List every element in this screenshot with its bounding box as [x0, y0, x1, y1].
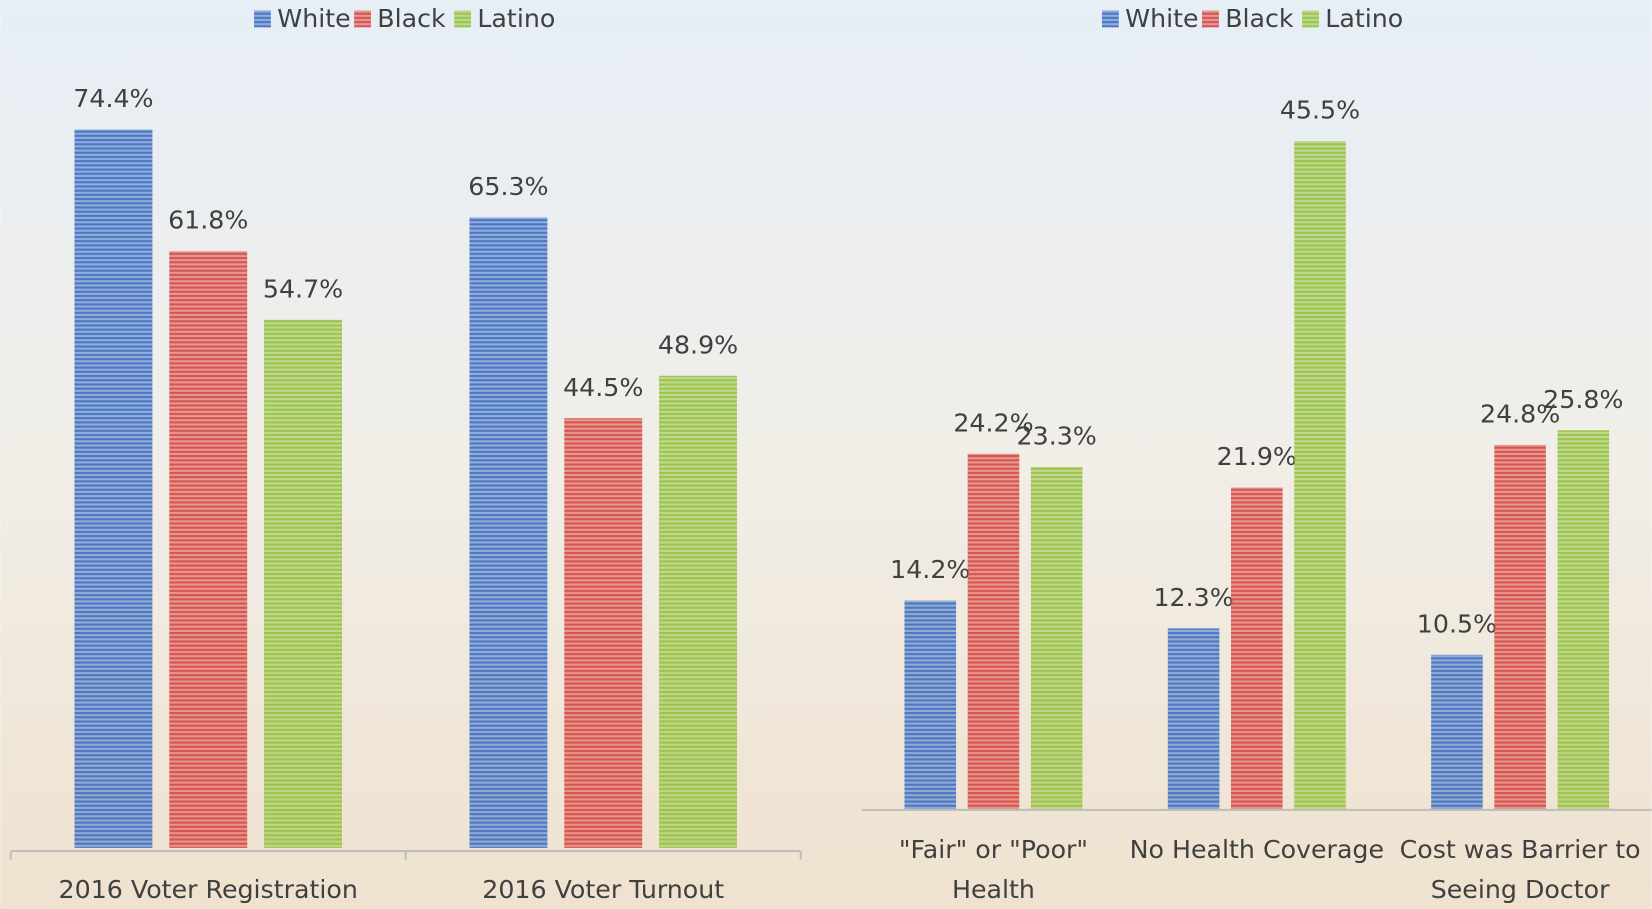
bar: [1231, 488, 1283, 809]
x-tick-label: 2016 Voter Turnout: [482, 875, 724, 904]
data-label: 14.2%: [890, 555, 970, 584]
bar: [564, 418, 642, 848]
page: {"chart_data": [ {"type": "bar", "catego…: [0, 0, 1652, 909]
bar: [968, 454, 1020, 809]
legend-swatch: [454, 11, 471, 28]
legend-swatch: [354, 11, 371, 28]
legend-swatch: [254, 11, 271, 28]
bar: [904, 601, 956, 809]
chart: White Black Latino 2016 Voter Registration 7…: [0, 0, 1652, 909]
legend-swatch: [1302, 11, 1319, 28]
bar: [659, 376, 737, 848]
data-label: 48.9%: [658, 330, 738, 359]
bar: [1494, 445, 1546, 809]
data-label: 10.5%: [1417, 609, 1497, 638]
x-tick-label: 2016 Voter Registration: [59, 875, 358, 904]
bar: [264, 320, 342, 848]
data-label: 45.5%: [1280, 96, 1360, 125]
legend-swatch: [1102, 11, 1119, 28]
legend-label: Black: [377, 4, 446, 33]
background: [0, 0, 1652, 909]
data-label: 44.5%: [563, 373, 643, 402]
bar: [1294, 141, 1346, 809]
data-label: 12.3%: [1153, 583, 1233, 612]
data-label: 54.7%: [263, 274, 343, 303]
bar: [1431, 655, 1483, 809]
data-label: 65.3%: [468, 172, 548, 201]
legend-label: White: [277, 4, 350, 33]
data-label: 74.4%: [73, 84, 153, 113]
bar: [469, 217, 547, 847]
x-tick-label: No Health Coverage: [1130, 835, 1384, 864]
data-label: 23.3%: [1017, 421, 1097, 450]
legend-label: White: [1125, 4, 1198, 33]
bar: [74, 130, 152, 848]
bar: [1031, 467, 1083, 809]
bar: [1168, 628, 1220, 809]
data-label: 21.9%: [1217, 442, 1297, 471]
bar: [1558, 430, 1610, 809]
bar: [169, 251, 247, 848]
legend-label: Black: [1225, 4, 1294, 33]
legend-swatch: [1202, 11, 1219, 28]
legend-label: Latino: [477, 4, 555, 33]
data-label: 25.8%: [1543, 385, 1623, 414]
data-label: 61.8%: [168, 206, 248, 235]
legend-label: Latino: [1325, 4, 1403, 33]
